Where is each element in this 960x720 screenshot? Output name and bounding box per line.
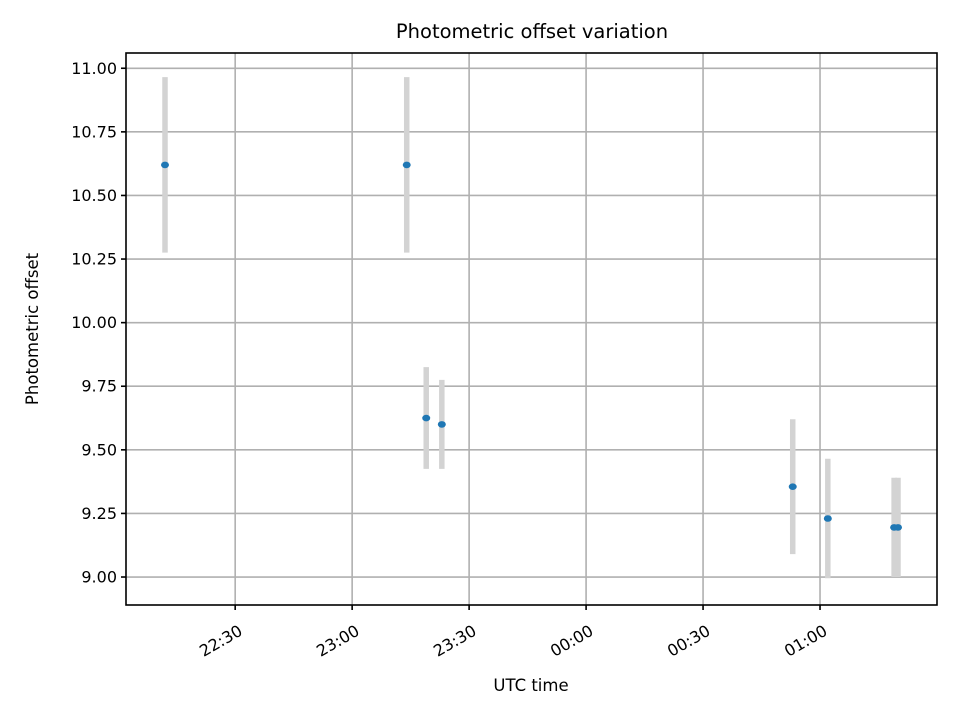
y-tick-label: 10.25: [71, 250, 117, 269]
y-tick-label: 10.75: [71, 122, 117, 141]
x-axis-label: UTC time: [493, 676, 568, 695]
plot-frame: [125, 52, 938, 606]
errorbar-layer: [162, 77, 901, 579]
data-point: [160, 161, 169, 169]
grid-layer: [126, 53, 937, 605]
y-tick-label: 9.00: [81, 568, 117, 587]
x-tick-label: 23:30: [430, 621, 479, 661]
point-layer: [160, 161, 903, 531]
data-point: [437, 421, 446, 428]
data-point: [402, 161, 411, 169]
x-tick-label: 00:00: [547, 621, 596, 661]
x-tick-label: 23:00: [313, 621, 362, 661]
y-tick-label: 10.50: [71, 186, 117, 205]
y-tick-label: 9.50: [81, 440, 117, 459]
x-tick-label: 22:30: [196, 621, 245, 661]
x-tick-label: 00:30: [664, 621, 713, 661]
data-point: [422, 414, 431, 422]
data-point: [823, 515, 832, 522]
y-tick-label: 11.00: [71, 59, 117, 78]
x-axis: 22:30 23:00 23:30 00:00 00:30 01:00: [196, 605, 830, 661]
x-tick-label: 01:00: [781, 621, 830, 661]
y-tick-label: 9.75: [81, 377, 117, 396]
y-axis-label: Photometric offset: [23, 252, 42, 405]
chart-title: Photometric offset variation: [396, 20, 668, 43]
y-tick-label: 9.25: [81, 504, 117, 523]
data-point: [788, 483, 797, 491]
y-tick-label: 10.00: [71, 313, 117, 332]
data-point: [894, 524, 903, 531]
y-axis: 9.00 9.25 9.50 9.75 10.00 10.25 10.50 10.75 11.0…: [71, 59, 126, 587]
